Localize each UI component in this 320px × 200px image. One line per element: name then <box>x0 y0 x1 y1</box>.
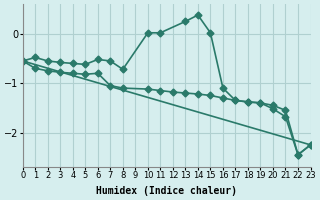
X-axis label: Humidex (Indice chaleur): Humidex (Indice chaleur) <box>96 186 237 196</box>
